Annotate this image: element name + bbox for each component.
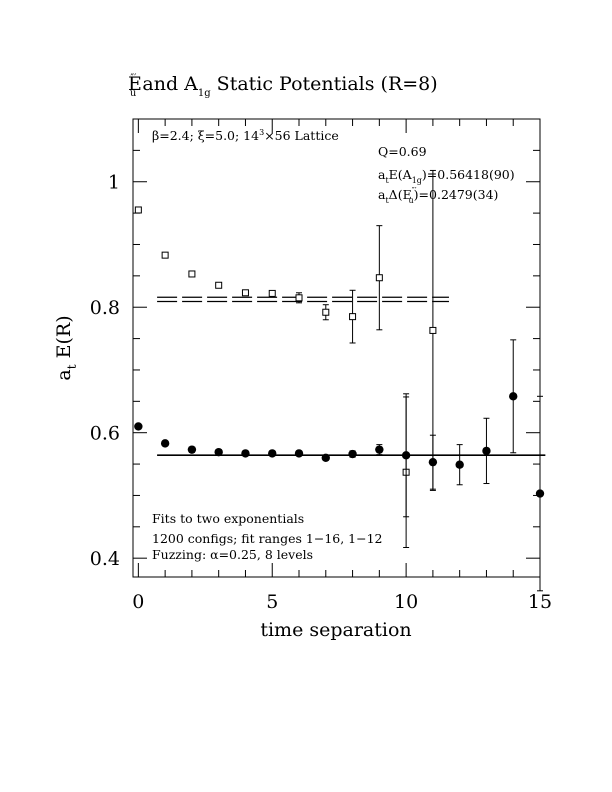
data-point-square [322,308,330,316]
data-point-circle [241,449,250,458]
fit-lines-layer [157,296,546,456]
x-tick-label: 0 [132,591,144,613]
data-point-square [268,289,276,297]
x-tick-label: 5 [266,591,278,613]
y-axis-label: at E(R) [53,315,79,380]
y-tick-label: 0.8 [90,297,120,319]
configs-annotation: 1200 configs; fit ranges 1−16, 1−12 [152,531,383,546]
data-point-circle [294,449,304,458]
data-point-square [295,294,303,302]
data-point-square [429,326,437,334]
data-point-square [241,289,249,297]
data-point-square [375,274,383,282]
data-point-square [188,270,196,278]
energy-a1g-annotation: atE(A1g)=0.56418(90) [378,167,515,185]
x-tick-label: 10 [394,591,418,613]
y-tick-label: 0.4 [90,548,120,570]
x-axis-label: time separation [260,619,411,641]
data-points-layer [134,169,545,592]
data-point-circle [401,451,411,460]
data-point-square [161,251,169,259]
data-point-circle [348,449,357,459]
data-point-circle [509,392,518,401]
ticks-layer: 0 5 10 15 0.4 0.6 0.8 1 [90,118,552,613]
plot-frame [132,118,541,578]
data-point-square [349,313,357,321]
data-point-circle [187,445,197,454]
data-point-circle [535,489,545,498]
fit-note-annotation: Fits to two exponentials [152,511,304,526]
delta-eu-annotation: atΔ(E″′ u)=0.2479(34) [378,186,498,205]
data-point-circle [428,457,438,467]
data-point-circle [482,446,491,456]
fuzzing-annotation: Fuzzing: α=0.25, 8 levels [152,547,313,562]
data-point-circle [134,422,143,431]
data-point-circle [375,445,384,454]
data-point-square [215,281,223,289]
data-point-circle [268,449,277,458]
lattice-annotation: β=2.4; ξ=5.0; 143×56 Lattice [152,128,339,143]
chart-title: Eu″′ and A1g Static Potentials (R=8) [128,73,438,99]
y-tick-label: 1 [108,172,120,194]
x-tick-label: 15 [528,591,552,613]
data-point-circle [160,439,170,448]
data-point-circle [455,460,464,469]
data-point-circle [214,447,223,457]
data-point-circle [321,453,330,462]
y-tick-label: 0.6 [90,423,120,445]
q-annotation: Q=0.69 [378,144,427,159]
data-point-square [134,206,142,214]
